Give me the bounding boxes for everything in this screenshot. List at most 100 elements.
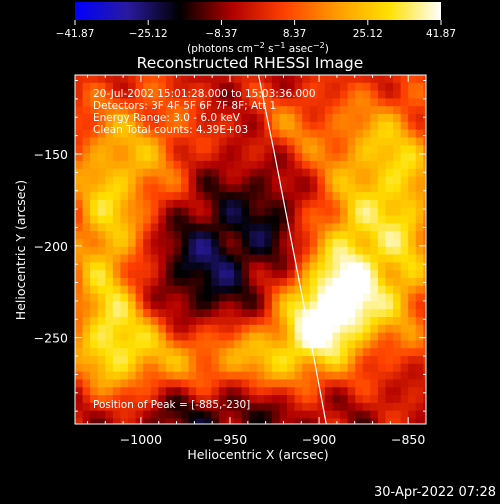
heatmap-cell	[264, 168, 273, 178]
heatmap-cell	[128, 293, 137, 302]
heatmap-cell	[294, 332, 303, 342]
heatmap-cell	[400, 348, 409, 357]
heatmap-cell	[143, 231, 152, 240]
heatmap-cell	[340, 231, 349, 240]
heatmap-cell	[241, 371, 250, 381]
heatmap-cell	[90, 82, 99, 92]
heatmap-cell	[279, 215, 288, 224]
heatmap-cell	[370, 199, 379, 209]
heatmap-cell	[256, 418, 265, 424]
heatmap-cell	[218, 145, 228, 154]
heatmap-cell	[287, 129, 296, 139]
heatmap-cell	[158, 395, 167, 404]
heatmap-cell	[249, 114, 258, 123]
heatmap-cell	[370, 215, 379, 224]
heatmap-cell	[317, 340, 326, 349]
heatmap-cell	[317, 106, 326, 115]
heatmap-cell	[264, 340, 273, 349]
heatmap-cell	[218, 410, 228, 420]
heatmap-cell	[302, 356, 311, 365]
heatmap-cell	[347, 246, 356, 256]
heatmap-cell	[317, 309, 326, 318]
heatmap-cell	[211, 340, 220, 349]
heatmap-cell	[90, 153, 99, 162]
heatmap-cell	[393, 246, 402, 256]
heatmap-cell	[347, 82, 356, 92]
colorbar-tick-label: −8.37	[205, 28, 237, 40]
heatmap-cell	[279, 168, 288, 178]
heatmap-cell	[128, 277, 137, 287]
heatmap-cell	[75, 324, 84, 334]
heatmap-cell	[90, 371, 99, 381]
heatmap-cell	[287, 309, 296, 318]
heatmap-cell	[241, 129, 250, 139]
heatmap-cell	[355, 356, 364, 365]
heatmap-cell	[302, 324, 311, 334]
heatmap-cell	[241, 348, 250, 357]
heatmap-cell	[385, 238, 394, 248]
heatmap-cell	[287, 153, 296, 162]
heatmap-cell	[234, 395, 243, 404]
heatmap-cell	[135, 121, 144, 131]
heatmap-cell	[203, 207, 212, 217]
heatmap-cell	[75, 285, 84, 295]
heatmap-cell	[97, 207, 106, 217]
heatmap-cell	[135, 410, 144, 420]
heatmap-cell	[355, 371, 364, 381]
heatmap-cell	[97, 262, 106, 271]
heatmap-cell	[355, 410, 364, 420]
heatmap-cell	[408, 90, 417, 100]
heatmap-cell	[393, 332, 402, 342]
heatmap-cell	[128, 363, 137, 373]
heatmap-cell	[241, 356, 250, 365]
heatmap-cell	[112, 168, 122, 178]
heatmap-cell	[218, 379, 228, 388]
heatmap-cell	[423, 145, 426, 154]
y-tick-label: −150	[34, 147, 68, 162]
heatmap-cell	[377, 340, 387, 349]
heatmap-cell	[408, 137, 417, 146]
heatmap-cell	[279, 106, 288, 115]
heatmap-cell	[97, 254, 106, 263]
heatmap-cell	[143, 301, 152, 310]
heatmap-cell	[150, 90, 159, 100]
heatmap-cell	[218, 231, 228, 240]
heatmap-cell	[317, 153, 326, 162]
heatmap-cell	[271, 332, 281, 342]
heatmap-cell	[128, 114, 137, 123]
heatmap-cell	[135, 160, 144, 170]
heatmap-cell	[393, 98, 402, 107]
heatmap-cell	[347, 192, 356, 201]
heatmap-cell	[90, 418, 99, 424]
heatmap-cell	[75, 137, 84, 146]
heatmap-cell	[302, 332, 311, 342]
heatmap-cell	[415, 324, 424, 334]
heatmap-cell	[143, 160, 152, 170]
heatmap-cell	[105, 82, 114, 92]
heatmap-cell	[423, 160, 426, 170]
heatmap-cell	[385, 277, 394, 287]
heatmap-cell	[112, 356, 122, 365]
heatmap-cell	[347, 98, 356, 107]
heatmap-cell	[90, 309, 99, 318]
heatmap-cell	[294, 215, 303, 224]
heatmap-cell	[97, 121, 106, 131]
heatmap-cell	[370, 90, 379, 100]
heatmap-cell	[271, 145, 281, 154]
heatmap-cell	[75, 160, 84, 170]
heatmap-cell	[241, 387, 250, 396]
heatmap-cell	[332, 207, 341, 217]
heatmap-cell	[218, 106, 228, 115]
heatmap-cell	[196, 199, 205, 209]
heatmap-cell	[393, 82, 402, 92]
heatmap-cell	[218, 114, 228, 123]
info-overlay: 20-Jul-2002 15:01:28.000 to 15:03:36.000…	[93, 88, 316, 136]
heatmap-cell	[408, 176, 417, 185]
heatmap-cell	[226, 387, 235, 396]
heatmap-cell	[75, 82, 84, 92]
heatmap-cell	[203, 340, 212, 349]
heatmap-cell	[105, 98, 114, 107]
heatmap-cell	[400, 176, 409, 185]
heatmap-cell	[135, 106, 144, 115]
heatmap-cell	[324, 223, 334, 232]
